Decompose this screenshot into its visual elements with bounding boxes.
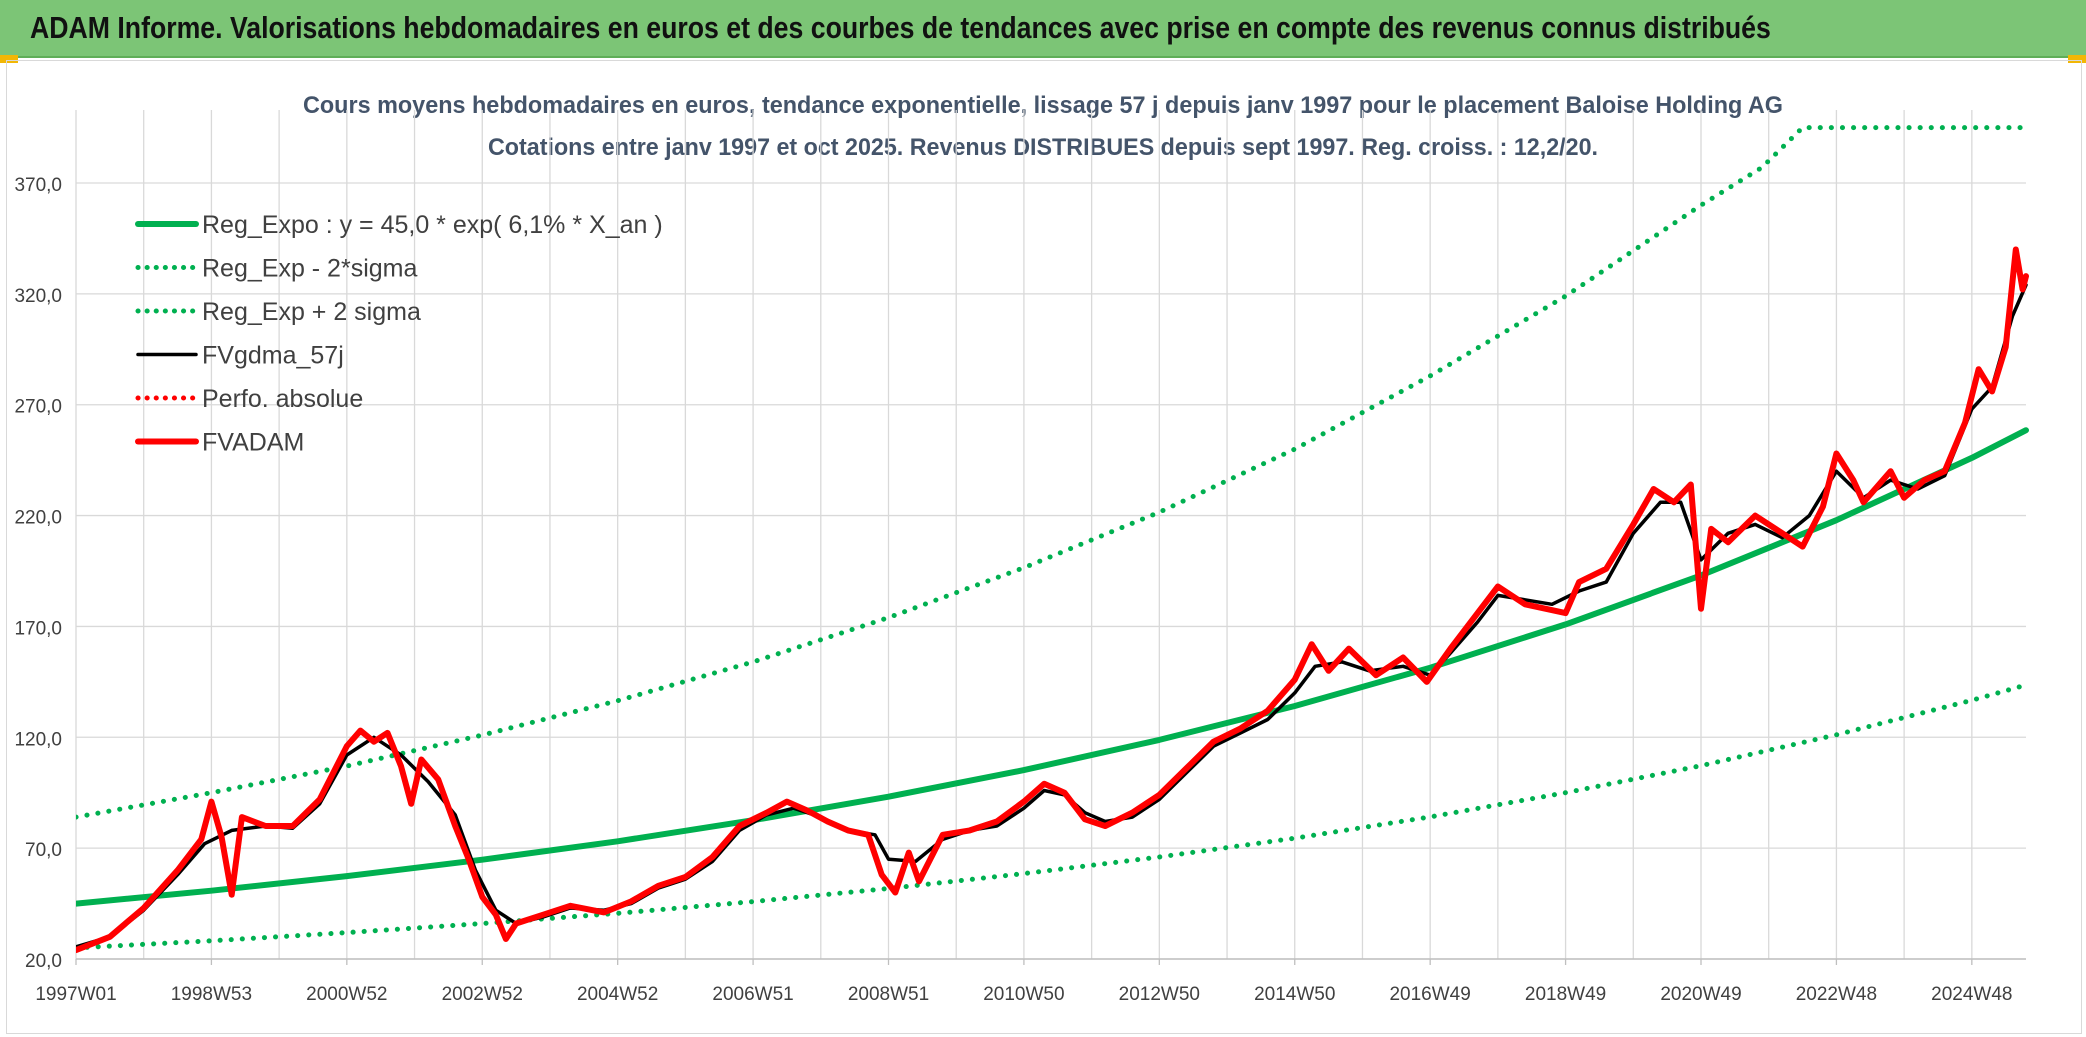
x-tick-label: 2016W49 xyxy=(1389,984,1470,1005)
chart-title: Cours moyens hebdomadaires en euros, ten… xyxy=(303,92,1783,119)
y-tick-label: 170,0 xyxy=(14,618,62,639)
y-tick-label: 70,0 xyxy=(25,840,62,861)
legend-label-4: Perfo. absolue xyxy=(202,385,363,413)
series-line-5 xyxy=(76,246,2029,954)
corner-accent-right xyxy=(2068,55,2086,63)
y-tick-label: 220,0 xyxy=(14,508,62,529)
x-tick-label: 2018W49 xyxy=(1525,984,1606,1005)
series-line-0 xyxy=(76,427,2029,907)
x-tick-label: 2024W48 xyxy=(1931,984,2012,1005)
y-tick-label: 120,0 xyxy=(14,729,62,750)
y-tick-label: 20,0 xyxy=(25,951,62,972)
x-tick-label: 2004W52 xyxy=(577,984,658,1005)
chart-grid xyxy=(75,110,2026,960)
chart-axes: 20,0 70,0 120,0 170,0 220,0 270,0 320,0 370,0 19… xyxy=(14,175,2026,1005)
chart-subtitle: Cotations entre janv 1997 et oct 2025. R… xyxy=(488,134,1598,161)
x-tick-label: 2002W52 xyxy=(442,984,523,1005)
legend-label-0: Reg_Expo : y = 45,0 * exp( 6,1% * X_an ) xyxy=(202,211,663,239)
series-line-2 xyxy=(76,125,2029,820)
x-tick-label: 2022W48 xyxy=(1796,984,1877,1005)
legend-label-3: FVgdma_57j xyxy=(202,342,344,370)
x-tick-label: 2020W49 xyxy=(1660,984,1741,1005)
x-tick-label: 1998W53 xyxy=(171,984,252,1005)
y-tick-label: 320,0 xyxy=(14,286,62,307)
y-tick-label: 270,0 xyxy=(14,397,62,418)
x-tick-label: 2000W52 xyxy=(306,984,387,1005)
chart-legend: Reg_Expo : y = 45,0 * exp( 6,1% * X_an )… xyxy=(135,211,663,457)
chart-frame xyxy=(6,60,2082,1034)
x-tick-label: 2006W51 xyxy=(712,984,793,1005)
report-title: ADAM Informe. Valorisations hebdomadaire… xyxy=(30,10,1771,45)
legend-label-1: Reg_Exp - 2*sigma xyxy=(202,255,417,283)
x-tick-label: 2012W50 xyxy=(1119,984,1200,1005)
legend-label-2: Reg_Exp + 2 sigma xyxy=(202,298,421,326)
x-tick-label: 2014W50 xyxy=(1254,984,1335,1005)
series-line-1 xyxy=(76,682,2029,951)
chart-series xyxy=(76,125,2029,954)
legend-label-5: FVADAM xyxy=(202,429,304,457)
x-tick-label: 2008W51 xyxy=(848,984,929,1005)
x-tick-label: 2010W50 xyxy=(983,984,1064,1005)
y-tick-label: 370,0 xyxy=(14,175,62,196)
corner-accent-left xyxy=(0,55,18,63)
x-tick-label: 1997W01 xyxy=(35,984,116,1005)
report-banner: ADAM Informe. Valorisations hebdomadaire… xyxy=(0,0,2086,58)
